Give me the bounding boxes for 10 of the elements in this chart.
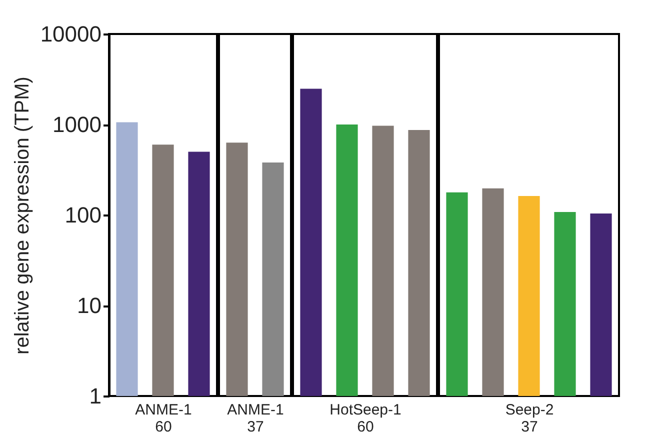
x-axis-title: ANME-1 60 [135, 402, 192, 436]
y-tick-label: 1000 [52, 112, 102, 137]
x-axis-title: ANME-1 37 [227, 402, 284, 436]
y-tick-label: 100 [64, 202, 102, 228]
y-tick-label: 10000 [40, 22, 102, 46]
y-tick-label: 1 [89, 384, 102, 408]
x-axis-title: Seep-2 37 [505, 402, 554, 436]
y-axis-title: relative gene expression (TPM) [11, 76, 34, 354]
y-tick-label: 10 [77, 293, 102, 318]
x-axis-title: HotSeep-1 60 [330, 402, 402, 436]
